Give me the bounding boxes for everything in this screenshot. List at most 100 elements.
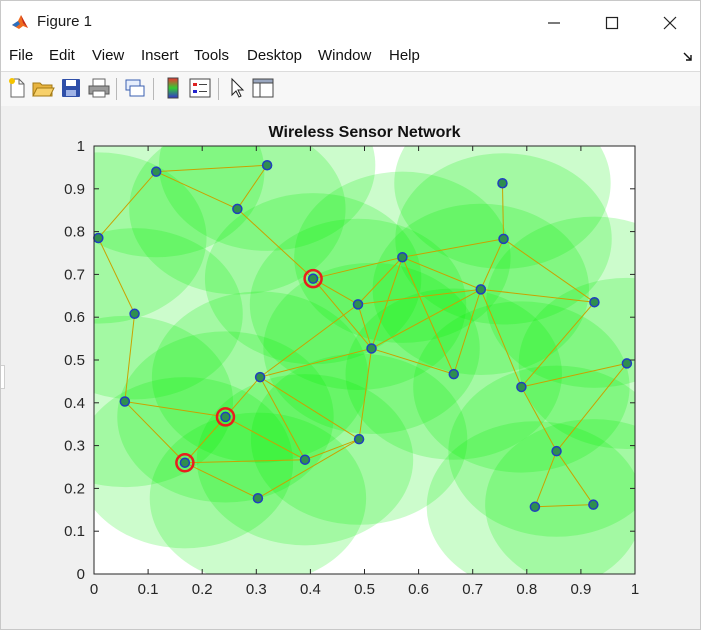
pointer-icon[interactable] bbox=[225, 76, 249, 100]
sensor-node[interactable] bbox=[366, 343, 377, 354]
property-inspector-icon[interactable] bbox=[251, 76, 275, 100]
sensor-node[interactable] bbox=[261, 160, 273, 171]
x-tick-label: 0.5 bbox=[354, 581, 375, 598]
network-link bbox=[225, 416, 306, 461]
sensor-node[interactable] bbox=[498, 233, 509, 245]
legend-icon[interactable] bbox=[188, 76, 212, 100]
sensor-node[interactable] bbox=[232, 203, 243, 215]
sensor-node[interactable] bbox=[588, 499, 599, 510]
y-tick-label: 0.3 bbox=[64, 438, 85, 455]
maximize-icon bbox=[605, 17, 619, 30]
new-figure-icon[interactable] bbox=[5, 76, 29, 100]
maximize-button[interactable] bbox=[589, 7, 635, 37]
sensor-node[interactable] bbox=[179, 457, 191, 468]
minimize-icon bbox=[548, 22, 560, 24]
figure-canvas: 0 0.1 0.2 0.3 0.4 0.5 0.6 0.7 0.8 0.9 1 0 0.1 0.2 0.3 0… bbox=[1, 106, 700, 629]
network-link bbox=[357, 256, 403, 305]
network-chart[interactable]: 0 0.1 0.2 0.3 0.4 0.5 0.6 0.7 0.8 0.9 1 0 0.1 0.2 0.3 0… bbox=[1, 106, 700, 629]
network-link bbox=[556, 363, 628, 452]
sensor-node[interactable] bbox=[448, 368, 460, 380]
network-link bbox=[184, 459, 306, 464]
menu-help[interactable]: Help bbox=[389, 47, 420, 64]
network-link bbox=[97, 237, 136, 314]
coverage-circle bbox=[158, 146, 376, 251]
colorbar-icon[interactable] bbox=[161, 76, 185, 100]
sensor-node[interactable] bbox=[621, 358, 633, 369]
network-link bbox=[402, 256, 482, 290]
tick-layer: 0 0.1 0.2 0.3 0.4 0.5 0.6 0.7 0.8 0.9 1 0 0.1 0.2 0.3 0… bbox=[64, 138, 639, 598]
network-link bbox=[236, 164, 268, 210]
network-link bbox=[480, 238, 504, 290]
side-panel-handle[interactable] bbox=[1, 365, 5, 389]
menu-view[interactable]: View bbox=[92, 47, 125, 64]
y-tick-label: 0.8 bbox=[64, 224, 85, 241]
y-tick-label: 1 bbox=[77, 138, 85, 155]
sensor-node[interactable] bbox=[93, 232, 104, 244]
y-tick-label: 0.4 bbox=[64, 395, 85, 412]
minimize-button[interactable] bbox=[531, 7, 577, 37]
network-link bbox=[501, 183, 505, 239]
save-icon[interactable] bbox=[59, 76, 83, 100]
sensor-node[interactable] bbox=[252, 492, 264, 504]
x-tick-label: 0.2 bbox=[192, 581, 213, 598]
sensor-node[interactable] bbox=[397, 252, 408, 263]
x-tick-label: 1 bbox=[631, 581, 639, 598]
y-tick-label: 0.1 bbox=[64, 523, 85, 540]
sensor-node[interactable] bbox=[497, 177, 508, 189]
toolbar-separator bbox=[218, 78, 219, 100]
network-link bbox=[304, 438, 360, 461]
print-icon[interactable] bbox=[87, 76, 111, 100]
menu-tools[interactable]: Tools bbox=[194, 47, 230, 64]
menu-window[interactable]: Window bbox=[318, 47, 372, 64]
sensor-node[interactable] bbox=[220, 411, 231, 423]
sensor-node[interactable] bbox=[589, 296, 600, 308]
figure-toolbar bbox=[1, 71, 700, 107]
menu-desktop[interactable]: Desktop bbox=[247, 47, 303, 64]
x-tick-label: 0.7 bbox=[462, 581, 483, 598]
coverage-circle bbox=[94, 152, 207, 324]
dock-arrow-icon[interactable] bbox=[682, 51, 694, 63]
sensor-node[interactable] bbox=[516, 381, 527, 393]
sensor-node[interactable] bbox=[299, 454, 311, 465]
network-link bbox=[97, 171, 157, 239]
node-layer bbox=[93, 160, 633, 513]
network-link bbox=[259, 376, 306, 460]
coverage-circle bbox=[426, 421, 635, 574]
link-icon[interactable] bbox=[123, 76, 147, 100]
sensor-node[interactable] bbox=[254, 371, 266, 383]
network-link bbox=[124, 401, 186, 464]
x-tick-label: 0.6 bbox=[408, 581, 429, 598]
coverage-circle bbox=[485, 419, 635, 574]
sensor-node[interactable] bbox=[129, 308, 140, 320]
network-link bbox=[357, 288, 481, 305]
network-link bbox=[521, 362, 627, 388]
sensor-node[interactable] bbox=[551, 445, 562, 457]
network-link bbox=[156, 171, 238, 210]
sensor-node[interactable] bbox=[119, 396, 131, 407]
toolbar-separator bbox=[116, 78, 117, 100]
y-tick-label: 0.7 bbox=[64, 266, 85, 283]
network-link bbox=[259, 376, 360, 440]
network-link bbox=[453, 289, 482, 375]
network-link bbox=[556, 450, 594, 505]
close-icon bbox=[663, 16, 677, 30]
network-link bbox=[156, 164, 268, 173]
sensor-node[interactable] bbox=[307, 273, 319, 284]
sensor-node[interactable] bbox=[353, 433, 365, 445]
coverage-circle bbox=[129, 146, 346, 295]
network-link bbox=[402, 238, 504, 258]
chart-title: Wireless Sensor Network bbox=[269, 124, 461, 141]
sensor-node[interactable] bbox=[352, 299, 364, 310]
title-bar[interactable]: Figure 1 bbox=[1, 1, 700, 43]
menu-file[interactable]: File bbox=[9, 47, 34, 64]
network-link bbox=[480, 289, 522, 388]
menu-insert[interactable]: Insert bbox=[141, 47, 179, 64]
sensor-node[interactable] bbox=[150, 166, 162, 177]
network-link bbox=[184, 462, 259, 499]
sensor-node[interactable] bbox=[475, 284, 487, 295]
open-file-icon[interactable] bbox=[31, 76, 55, 100]
close-button[interactable] bbox=[647, 7, 693, 37]
network-link bbox=[357, 304, 373, 349]
sensor-node[interactable] bbox=[529, 501, 541, 513]
menu-edit[interactable]: Edit bbox=[49, 47, 75, 64]
